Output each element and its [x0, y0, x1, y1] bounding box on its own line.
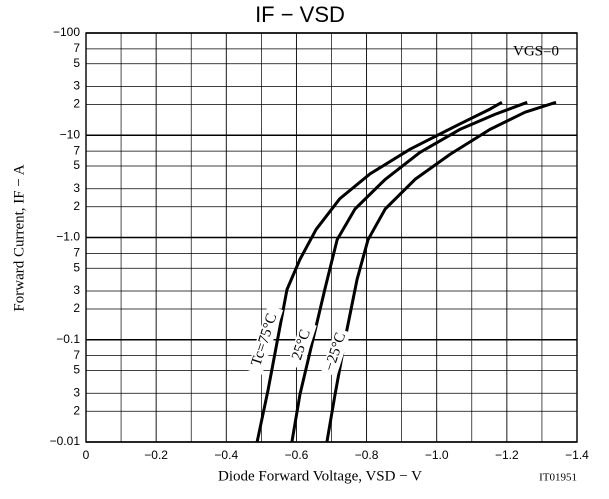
y-tick-label: 5 [73, 363, 80, 377]
x-tick-label: −1.2 [495, 448, 519, 462]
series-line [255, 100, 503, 443]
x-tick-label: −1.0 [425, 448, 449, 462]
y-tick-label: 2 [73, 199, 80, 213]
y-axis-label: Forward Current, IF − A [11, 164, 27, 311]
y-tick-label: 3 [73, 181, 80, 195]
y-tick-label: 7 [73, 41, 80, 55]
y-tick-label: −0.1 [56, 332, 80, 346]
y-tick-label: 7 [73, 348, 80, 362]
series-label: −25°C [322, 331, 349, 373]
y-tick-label: −1.0 [56, 230, 80, 244]
y-tick-label: −10 [60, 127, 81, 141]
y-tick-label: 2 [73, 97, 80, 111]
plot-frame [85, 32, 578, 443]
y-tick-label: −100 [53, 25, 80, 39]
y-tick-label: −0.01 [50, 434, 81, 448]
x-tick-label: −0.4 [214, 448, 238, 462]
label-background [287, 320, 317, 370]
label-background [246, 305, 284, 375]
y-tick-label: 3 [73, 79, 80, 93]
series-line [290, 100, 528, 443]
y-tick-label: 2 [73, 301, 80, 315]
x-axis-label: Diode Forward Voltage, VSD − V [218, 468, 422, 484]
x-tick-label: −0.6 [285, 448, 309, 462]
x-tick-label: −1.4 [565, 448, 589, 462]
condition-annotation: VGS=0 [513, 43, 559, 59]
y-tick-label: 3 [73, 385, 80, 399]
series-line [325, 100, 557, 443]
x-tick-label: 0 [83, 448, 90, 462]
x-tick-label: −0.2 [144, 448, 168, 462]
figure-code: IT01951 [539, 472, 577, 484]
y-tick-label: 5 [73, 56, 80, 70]
x-tick-label: −0.8 [355, 448, 379, 462]
y-tick-label: 7 [73, 143, 80, 157]
chart-title: IF − VSD [255, 2, 345, 27]
label-background [321, 327, 351, 377]
y-tick-label: 2 [73, 403, 80, 417]
y-tick-label: 7 [73, 246, 80, 260]
y-tick-label: 5 [73, 260, 80, 274]
y-tick-label: 5 [73, 158, 80, 172]
y-tick-label: 3 [73, 283, 80, 297]
